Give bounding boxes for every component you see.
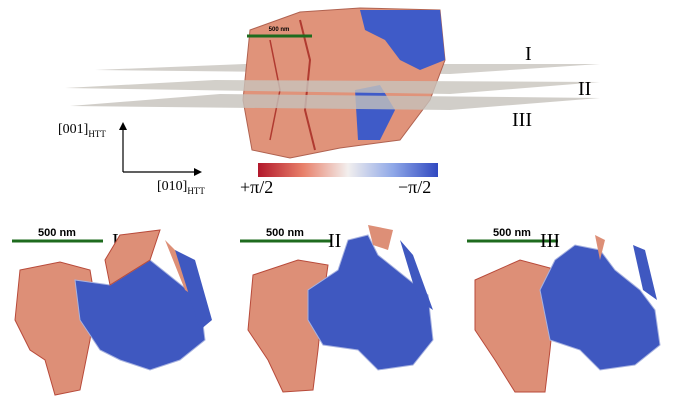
- axis-label: [001]HTT: [58, 122, 106, 139]
- panel-label: III: [540, 230, 560, 252]
- figure: 500 nm I II III [001]HTT [010]HTT +π/2 −…: [0, 0, 675, 411]
- plane-label: I: [525, 43, 532, 65]
- slice-panel: 500 nm I: [12, 227, 212, 395]
- scale-label: 500 nm: [266, 227, 304, 239]
- arrow-head: [119, 122, 127, 130]
- axes-indicator: [001]HTT [010]HTT: [58, 122, 205, 196]
- colorbar-gradient: [258, 163, 438, 177]
- plane: [65, 80, 600, 94]
- colorbar-label: +π/2: [240, 177, 273, 197]
- plane-label: III: [512, 109, 532, 131]
- scale-label: 500 nm: [38, 227, 76, 239]
- plane-label: II: [578, 78, 591, 100]
- volume-view: 500 nm I II III: [65, 8, 600, 158]
- orange-domain: [475, 260, 555, 392]
- slice-panel: 500 nm II: [240, 225, 433, 392]
- axis-label: [010]HTT: [157, 179, 205, 196]
- slice-panel: 500 nm III: [467, 227, 660, 392]
- scale-label: 500 nm: [493, 227, 531, 239]
- colorbar-label: −π/2: [398, 177, 431, 197]
- blue-domain: [308, 235, 433, 370]
- colorbar: +π/2 −π/2: [240, 163, 438, 197]
- plane: [70, 94, 600, 110]
- panel-label: II: [328, 230, 341, 252]
- arrow-head: [194, 168, 202, 176]
- scale-label: 500 nm: [269, 27, 290, 33]
